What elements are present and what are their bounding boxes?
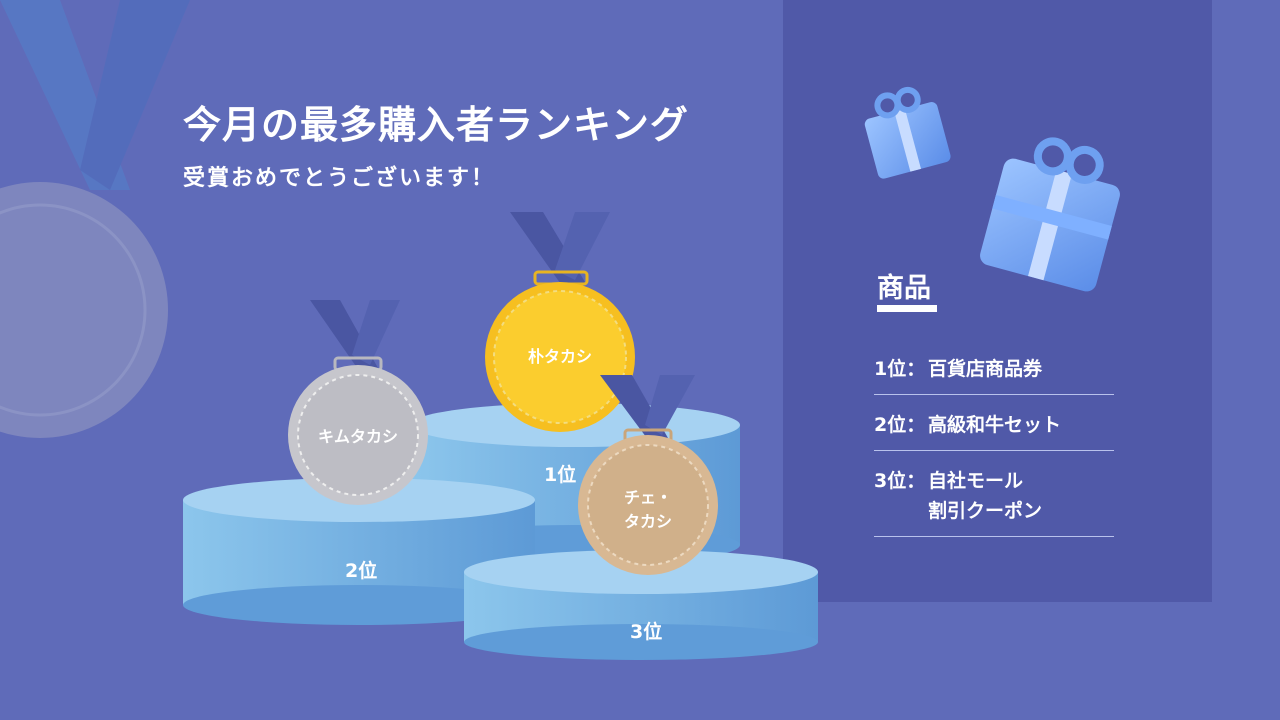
prize-name: 自社モール割引クーポン — [928, 466, 1042, 526]
prize-rank: 2位： — [874, 414, 926, 436]
first-place-name: 朴タカシ — [527, 347, 592, 366]
prize-rank: 3位： — [874, 470, 926, 492]
prize-item-1: 1位： 百貨店商品券 — [874, 354, 1114, 395]
prize-panel — [783, 0, 1212, 602]
prize-name: 百貨店商品券 — [928, 358, 1043, 380]
silver-medal-icon — [288, 300, 428, 505]
second-place-name: キムタカシ — [317, 427, 398, 446]
podium-third — [464, 550, 818, 660]
prize-rank: 1位： — [874, 358, 926, 380]
gold-medal-icon — [485, 212, 635, 432]
prize-name: 高級和牛セット — [928, 414, 1062, 436]
gift-box-icon-small — [864, 86, 951, 179]
gift-box-icon-large — [980, 137, 1120, 292]
page-title: 今月の最多購入者ランキング — [183, 103, 689, 147]
prize-name-line1: 自社モール — [928, 470, 1024, 492]
prize-item-2: 2位： 高級和牛セット — [874, 410, 1114, 451]
prize-name-line2: 割引クーポン — [928, 500, 1043, 522]
bronze-medal-icon — [578, 375, 718, 575]
third-place-label: 3位 — [630, 621, 663, 643]
prize-item-3: 3位： 自社モール割引クーポン — [874, 466, 1114, 537]
third-place-name-line1: チェ・ — [623, 488, 672, 507]
prizes-heading: 商品 — [877, 273, 931, 304]
heading-underline — [877, 305, 937, 312]
first-place-label: 1位 — [544, 464, 577, 486]
page-subtitle: 受賞おめでとうございます！ — [183, 166, 496, 191]
second-place-label: 2位 — [345, 560, 378, 582]
third-place-name-line2: タカシ — [623, 512, 672, 531]
background-medal-icon — [0, 0, 190, 438]
third-place-name: チェ・ タカシ — [588, 486, 708, 534]
